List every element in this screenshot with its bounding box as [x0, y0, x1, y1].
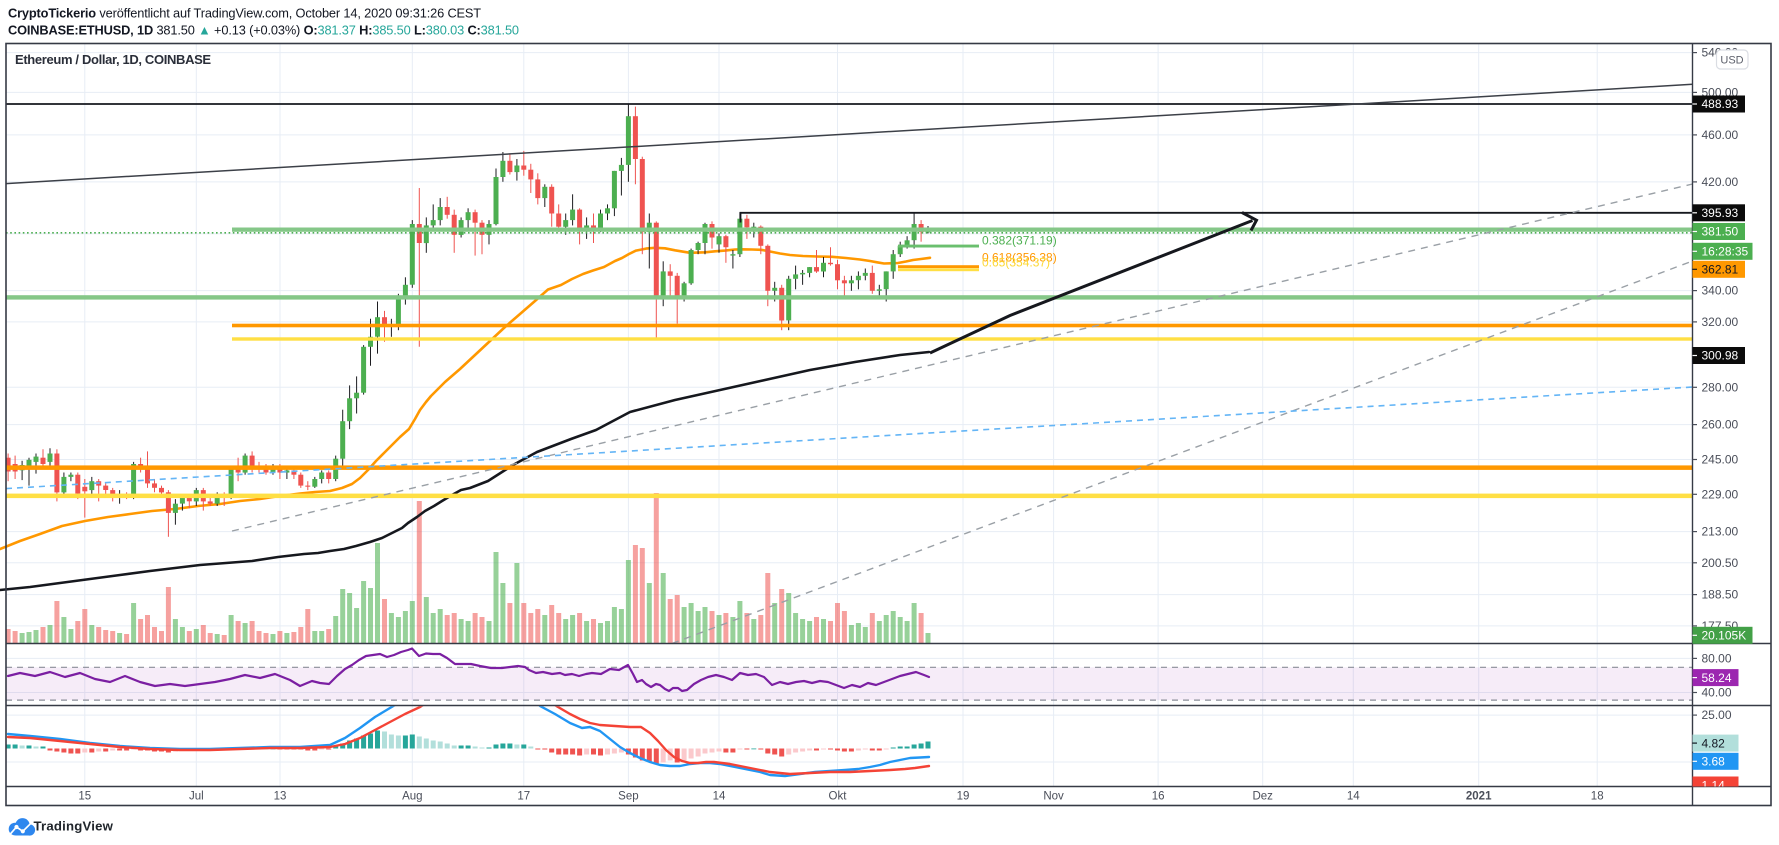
svg-text:300.98: 300.98 [1702, 349, 1739, 363]
svg-text:TradingView: TradingView [34, 819, 114, 834]
svg-text:CryptoTickerio veröffentlicht: CryptoTickerio veröffentlicht auf Tradin… [8, 6, 481, 21]
svg-text:16:28:35: 16:28:35 [1702, 245, 1749, 259]
svg-text:395.93: 395.93 [1702, 206, 1739, 220]
svg-text:Aug: Aug [402, 791, 422, 803]
svg-text:213.00: 213.00 [1702, 525, 1739, 539]
svg-text:0.618(356.38): 0.618(356.38) [982, 251, 1057, 265]
svg-text:3.68: 3.68 [1702, 755, 1726, 769]
svg-text:4.82: 4.82 [1702, 736, 1726, 750]
svg-text:320.00: 320.00 [1702, 315, 1739, 329]
svg-text:USD: USD [1720, 55, 1743, 67]
svg-text:17: 17 [517, 791, 530, 803]
svg-text:COINBASE:ETHUSD, 1D 381.50 ▲ +: COINBASE:ETHUSD, 1D 381.50 ▲ +0.13 (+0.0… [8, 23, 519, 38]
svg-text:25.00: 25.00 [1702, 708, 1732, 722]
svg-text:188.50: 188.50 [1702, 588, 1739, 602]
svg-text:460.00: 460.00 [1702, 128, 1739, 142]
svg-text:19: 19 [957, 791, 970, 803]
svg-text:20.105K: 20.105K [1702, 629, 1747, 643]
svg-text:16: 16 [1152, 791, 1165, 803]
svg-text:13: 13 [274, 791, 287, 803]
svg-text:14: 14 [1347, 791, 1360, 803]
svg-text:Ethereum / Dollar, 1D, COINBAS: Ethereum / Dollar, 1D, COINBASE [15, 52, 211, 67]
svg-text:1.14: 1.14 [1702, 778, 1726, 792]
svg-text:420.00: 420.00 [1702, 175, 1739, 189]
svg-text:14: 14 [713, 791, 726, 803]
svg-text:Dez: Dez [1252, 791, 1273, 803]
svg-text:488.93: 488.93 [1702, 97, 1739, 111]
svg-text:Okt: Okt [829, 791, 848, 803]
svg-text:340.00: 340.00 [1702, 284, 1739, 298]
svg-text:280.00: 280.00 [1702, 380, 1739, 394]
svg-text:381.50: 381.50 [1702, 225, 1739, 239]
svg-text:0.65(354.37): 0.65(354.37) [982, 256, 1050, 270]
svg-text:Nov: Nov [1043, 791, 1064, 803]
svg-text:362.81: 362.81 [1702, 263, 1739, 277]
svg-text:58.24: 58.24 [1702, 671, 1732, 685]
svg-text:260.00: 260.00 [1702, 418, 1739, 432]
svg-text:Sep: Sep [618, 791, 638, 803]
svg-text:15: 15 [78, 791, 91, 803]
svg-text:245.00: 245.00 [1702, 453, 1739, 467]
svg-text:40.00: 40.00 [1702, 686, 1732, 700]
svg-text:18: 18 [1591, 791, 1604, 803]
svg-text:200.50: 200.50 [1702, 556, 1739, 570]
svg-text:80.00: 80.00 [1702, 651, 1732, 665]
svg-text:0.382(371.19): 0.382(371.19) [982, 234, 1057, 248]
svg-text:2021: 2021 [1466, 791, 1492, 803]
svg-text:Jul: Jul [189, 791, 204, 803]
svg-text:229.00: 229.00 [1702, 487, 1739, 501]
